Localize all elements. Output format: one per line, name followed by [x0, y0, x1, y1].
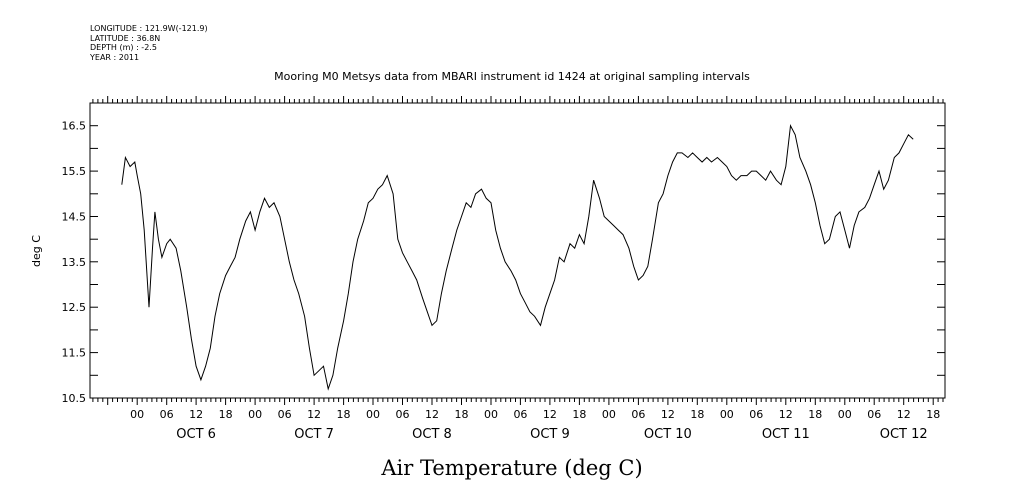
- meta-year: YEAR : 2011: [89, 53, 139, 62]
- minor-ticks: [92, 96, 944, 405]
- y-tick-label: 13.5: [62, 256, 87, 269]
- x-tick-label: 18: [572, 408, 586, 421]
- x-tick-label: 12: [189, 408, 203, 421]
- day-label: OCT 8: [412, 427, 452, 442]
- x-tick-label: 18: [926, 408, 940, 421]
- x-tick-label: 12: [307, 408, 321, 421]
- day-label: OCT 11: [762, 427, 810, 442]
- y-tick-label: 14.5: [62, 210, 87, 223]
- day-label: OCT 7: [294, 427, 334, 442]
- day-label: OCT 10: [644, 427, 692, 442]
- day-label: OCT 9: [530, 427, 570, 442]
- x-tick-label: 06: [867, 408, 881, 421]
- air-temperature-line: [121, 124, 914, 391]
- x-ticks: 00 06 12 18 00 06 12 18 00 06 12 18 00 06 12 18 00 06 12 18…: [130, 408, 940, 421]
- x-tick-label: 00: [484, 408, 498, 421]
- x-tick-label: 06: [631, 408, 645, 421]
- y-ticks: 10.5 11.5 12.5 13.5 14.5 15.5 16.5: [62, 102, 945, 405]
- metadata-block: LONGITUDE : 121.9W(-121.9) LATITUDE : 36…: [89, 24, 208, 62]
- day-label: OCT 6: [176, 427, 216, 442]
- x-tick-label: 06: [278, 408, 292, 421]
- x-tick-label: 12: [897, 408, 911, 421]
- x-tick-label: 12: [661, 408, 675, 421]
- x-tick-label: 06: [749, 408, 763, 421]
- x-tick-label: 00: [838, 408, 852, 421]
- meta-depth: DEPTH (m) : -2.5: [90, 43, 157, 52]
- chart-title: Mooring M0 Metsys data from MBARI instru…: [274, 70, 750, 83]
- x-axis-label: Air Temperature (deg C): [380, 456, 642, 480]
- y-tick-label: 15.5: [62, 165, 87, 178]
- x-tick-label: 06: [396, 408, 410, 421]
- y-tick-label: 12.5: [62, 301, 87, 314]
- y-axis-label: deg C: [30, 235, 43, 267]
- x-tick-label: 00: [720, 408, 734, 421]
- meta-longitude: LONGITUDE : 121.9W(-121.9): [90, 24, 208, 33]
- x-tick-label: 12: [425, 408, 439, 421]
- x-tick-label: 18: [219, 408, 233, 421]
- day-labels: OCT 6 OCT 7 OCT 8 OCT 9 OCT 10 OCT 11 OCT 12: [176, 427, 927, 442]
- plot-frame: [89, 102, 946, 399]
- y-tick-label: 11.5: [62, 347, 87, 360]
- x-tick-label: 06: [513, 408, 527, 421]
- x-tick-label: 18: [337, 408, 351, 421]
- x-tick-label: 18: [808, 408, 822, 421]
- y-tick-label: 16.5: [62, 120, 87, 133]
- y-tick-label: 10.5: [62, 392, 87, 405]
- x-tick-label: 18: [454, 408, 468, 421]
- x-tick-label: 00: [248, 408, 262, 421]
- x-tick-label: 06: [160, 408, 174, 421]
- x-tick-label: 00: [366, 408, 380, 421]
- x-tick-label: 12: [779, 408, 793, 421]
- x-tick-label: 00: [602, 408, 616, 421]
- meta-latitude: LATITUDE : 36.8N: [90, 34, 160, 43]
- x-tick-label: 18: [690, 408, 704, 421]
- x-tick-label: 00: [130, 408, 144, 421]
- day-label: OCT 12: [880, 427, 928, 442]
- x-tick-label: 12: [543, 408, 557, 421]
